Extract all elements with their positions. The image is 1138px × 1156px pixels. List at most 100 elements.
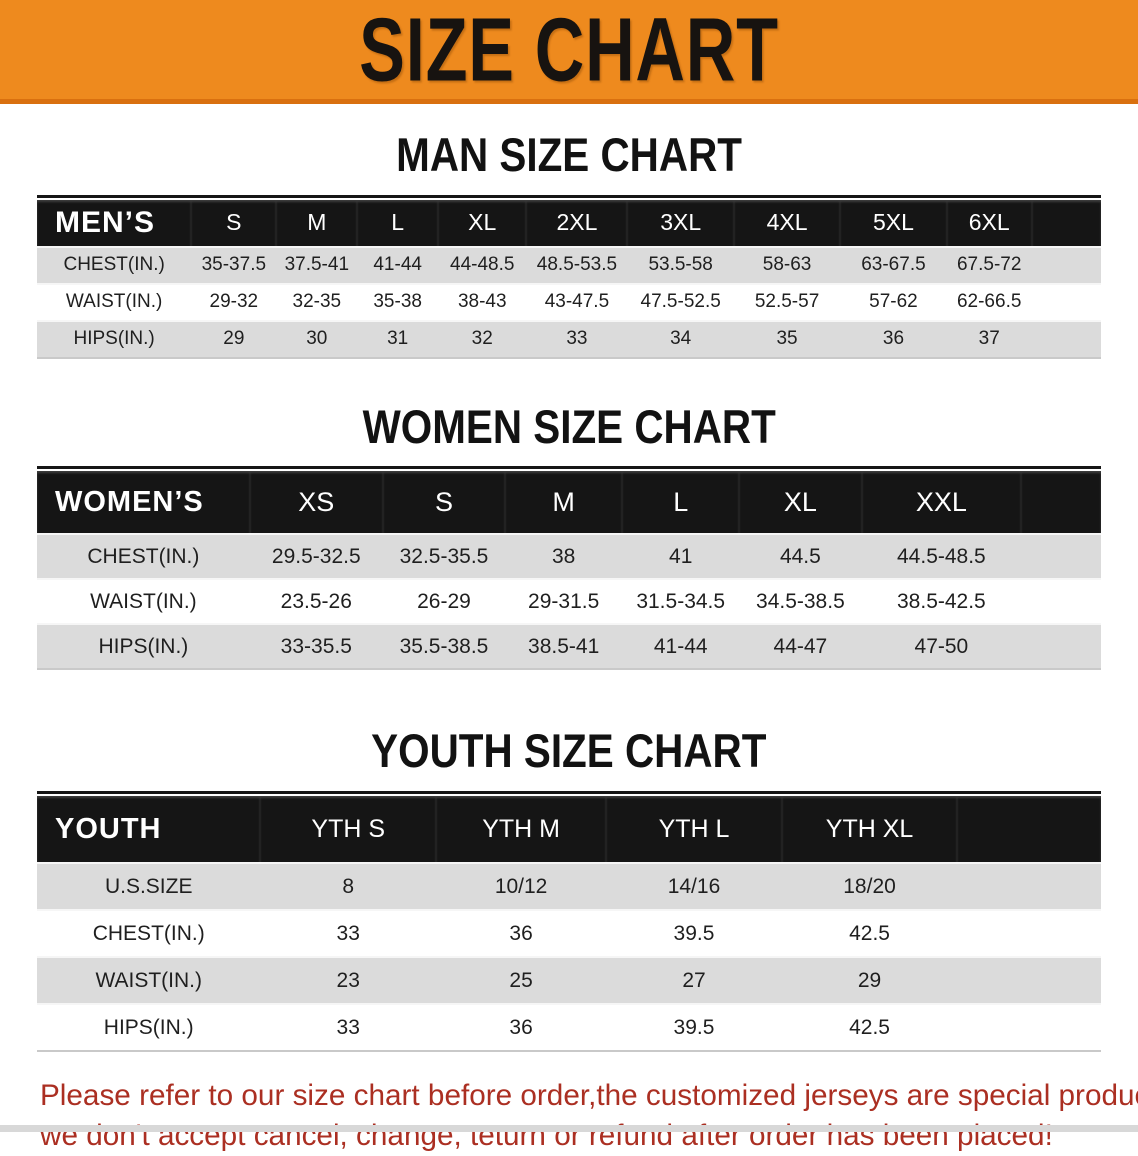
size-value: 38.5-41	[505, 623, 623, 668]
filler-cell	[1021, 623, 1101, 668]
order-disclaimer-line1: Please refer to our size chart before or…	[40, 1079, 1138, 1113]
size-value: 43-47.5	[526, 282, 628, 320]
youth-section-heading-text: YOUTH SIZE CHART	[371, 724, 767, 778]
size-value: 37	[946, 319, 1032, 357]
filler-cell	[1021, 533, 1101, 578]
row-label: WAIST(IN.)	[37, 282, 192, 320]
filler-cell	[1021, 469, 1101, 534]
size-value: 23	[260, 956, 436, 1003]
size-value: 18/20	[781, 862, 958, 909]
size-value: 30	[276, 319, 358, 357]
column-header: 3XL	[627, 197, 734, 246]
header-row: WOMEN’S XS S M L XL XXL	[37, 469, 1101, 534]
size-value: 47.5-52.5	[627, 282, 734, 320]
filler-cell	[1031, 197, 1101, 246]
table-row: WAIST(IN.) 23.5-26 26-29 29-31.5 31.5-34.5 34…	[37, 578, 1101, 624]
banner-title: SIZE CHART	[359, 0, 779, 100]
column-header: S	[382, 469, 506, 534]
size-value: 41-44	[622, 623, 740, 668]
size-value: 33	[260, 1003, 436, 1050]
size-value: 33	[260, 909, 436, 956]
table-row: HIPS(IN.) 29 30 31 32 33 34 35 36 37	[37, 319, 1101, 357]
size-value: 53.5-58	[627, 245, 734, 283]
size-value: 10/12	[435, 862, 607, 909]
column-header: 5XL	[840, 197, 947, 246]
size-value: 39.5	[606, 1003, 782, 1050]
row-label: HIPS(IN.)	[37, 319, 192, 357]
size-value: 41	[622, 533, 740, 578]
row-label: CHEST(IN.)	[37, 533, 250, 578]
women-section-heading-text: WOMEN SIZE CHART	[362, 399, 776, 453]
filler-cell	[1031, 282, 1101, 320]
size-value: 44.5	[739, 533, 862, 578]
filler-cell	[1031, 319, 1101, 357]
filler-cell	[957, 909, 1101, 956]
women-size-table: WOMEN’S XS S M L XL XXL CHEST(IN.) 29.5-32.5 32.…	[37, 466, 1101, 671]
size-value: 23.5-26	[249, 578, 383, 623]
column-header: YTH S	[260, 794, 436, 863]
size-value: 44.5-48.5	[861, 533, 1022, 578]
row-label: WAIST(IN.)	[37, 578, 250, 623]
men-size-table: MEN’S S M L XL 2XL 3XL 4XL 5XL 6XL CHEST(IN.) 35-3…	[37, 194, 1101, 359]
row-label: HIPS(IN.)	[37, 1003, 261, 1050]
column-header: 4XL	[733, 197, 841, 246]
size-value: 38-43	[438, 282, 527, 320]
size-value: 33-35.5	[249, 623, 383, 668]
order-disclaimer: Please refer to our size chart before or…	[40, 1076, 1138, 1156]
size-value: 8	[260, 862, 436, 909]
column-header: M	[276, 197, 358, 246]
men-table-body: CHEST(IN.) 35-37.5 37.5-41 41-44 44-48.5 48.5…	[37, 245, 1101, 357]
filler-cell	[1021, 578, 1101, 623]
size-value: 26-29	[382, 578, 506, 623]
size-value: 42.5	[781, 1003, 958, 1050]
youth-table-body: U.S.SIZE 8 10/12 14/16 18/20 CHEST(IN.) 33 36 39…	[37, 862, 1101, 1051]
header-row: MEN’S S M L XL 2XL 3XL 4XL 5XL 6XL	[37, 197, 1101, 246]
size-value: 37.5-41	[276, 245, 358, 283]
size-value: 41-44	[357, 245, 439, 283]
column-header: 2XL	[526, 197, 628, 246]
table-row: WAIST(IN.) 23 25 27 29	[37, 956, 1101, 1004]
women-table-body: CHEST(IN.) 29.5-32.5 32.5-35.5 38 41 44.5 44.5…	[37, 533, 1101, 669]
column-header: YTH M	[435, 794, 607, 863]
filler-cell	[957, 862, 1101, 909]
bottom-edge-strip	[0, 1125, 1138, 1132]
size-value: 32	[438, 319, 527, 357]
size-value: 48.5-53.5	[526, 245, 628, 283]
size-value: 38.5-42.5	[861, 578, 1022, 623]
row-label: CHEST(IN.)	[37, 245, 192, 283]
size-value: 32-35	[276, 282, 358, 320]
column-header: L	[357, 197, 439, 246]
youth-section-heading: YOUTH SIZE CHART	[0, 670, 1138, 777]
size-value: 27	[606, 956, 782, 1003]
table-row: CHEST(IN.) 29.5-32.5 32.5-35.5 38 41 44.5 44.5…	[37, 533, 1101, 579]
size-value: 14/16	[606, 862, 782, 909]
size-value: 35-38	[357, 282, 439, 320]
row-label: WAIST(IN.)	[37, 956, 261, 1003]
size-value: 36	[435, 1003, 607, 1050]
size-value: 29	[781, 956, 958, 1003]
table-corner-label: MEN’S	[37, 197, 192, 246]
filler-cell	[957, 794, 1101, 863]
table-row: CHEST(IN.) 33 36 39.5 42.5	[37, 909, 1101, 957]
filler-cell	[1031, 245, 1101, 283]
size-value: 67.5-72	[946, 245, 1032, 283]
column-header: XL	[438, 197, 527, 246]
column-header: 6XL	[946, 197, 1032, 246]
size-value: 34.5-38.5	[739, 578, 862, 623]
size-value: 29-32	[191, 282, 277, 320]
filler-cell	[957, 956, 1101, 1003]
column-header: M	[505, 469, 623, 534]
size-value: 42.5	[781, 909, 958, 956]
size-value: 38	[505, 533, 623, 578]
header-row: YOUTH YTH S YTH M YTH L YTH XL	[37, 794, 1101, 863]
column-header: YTH L	[606, 794, 782, 863]
filler-cell	[957, 1003, 1101, 1050]
size-value: 33	[526, 319, 628, 357]
size-value: 32.5-35.5	[382, 533, 506, 578]
column-header: XS	[249, 469, 383, 534]
women-section-heading: WOMEN SIZE CHART	[0, 359, 1138, 453]
size-value: 44-47	[739, 623, 862, 668]
table-corner-label: WOMEN’S	[37, 469, 250, 534]
size-value: 31	[357, 319, 439, 357]
order-disclaimer-line2: we don't accept cancel, change, teturn o…	[40, 1119, 1053, 1153]
